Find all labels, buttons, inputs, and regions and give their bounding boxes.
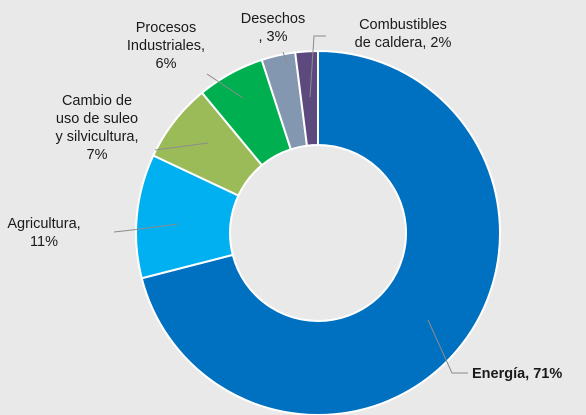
data-label-line: uso de suleo bbox=[56, 111, 138, 127]
data-label-line: Agricultura, bbox=[7, 216, 80, 232]
data-label-2: Cambio de uso de suleo y silvicultura, 7% bbox=[56, 93, 139, 163]
data-label-line: 11% bbox=[30, 234, 58, 250]
slice-group bbox=[135, 49, 501, 415]
data-label-line: Energía, 71% bbox=[472, 366, 562, 382]
donut-slice-0 bbox=[140, 49, 501, 415]
data-label-line: Procesos bbox=[136, 20, 196, 36]
data-label-3: Procesos Industriales, 6% bbox=[127, 20, 205, 72]
data-label-line: Desechos bbox=[241, 11, 305, 27]
data-label-line: Industriales, bbox=[127, 38, 205, 54]
label-group: Energía, 71% Agricultura, 11% Cambio de uso … bbox=[7, 11, 562, 382]
data-label-line: , 3% bbox=[258, 29, 287, 45]
data-label-1: Agricultura, 11% bbox=[7, 216, 80, 250]
data-label-line: Cambio de bbox=[62, 93, 132, 109]
leader-line-0 bbox=[427, 319, 468, 374]
data-label-line: de caldera, 2% bbox=[355, 35, 452, 51]
leader-line-5 bbox=[309, 35, 326, 98]
data-label-4: Desechos , 3% bbox=[241, 11, 305, 45]
data-label-0: Energía, 71% bbox=[472, 366, 562, 382]
data-label-5: Combustibles de caldera, 2% bbox=[355, 17, 452, 51]
donut-slice-5 bbox=[294, 49, 319, 147]
leader-line-1 bbox=[113, 223, 179, 233]
leader-line-2 bbox=[154, 142, 209, 151]
data-label-line: 6% bbox=[156, 56, 177, 72]
data-label-line: Combustibles bbox=[359, 17, 447, 33]
leader-line-group bbox=[113, 35, 468, 374]
data-label-line: 7% bbox=[87, 147, 108, 163]
leader-line-3 bbox=[206, 73, 244, 99]
leader-line-4 bbox=[282, 51, 288, 64]
data-label-line: y silvicultura, bbox=[56, 129, 139, 145]
